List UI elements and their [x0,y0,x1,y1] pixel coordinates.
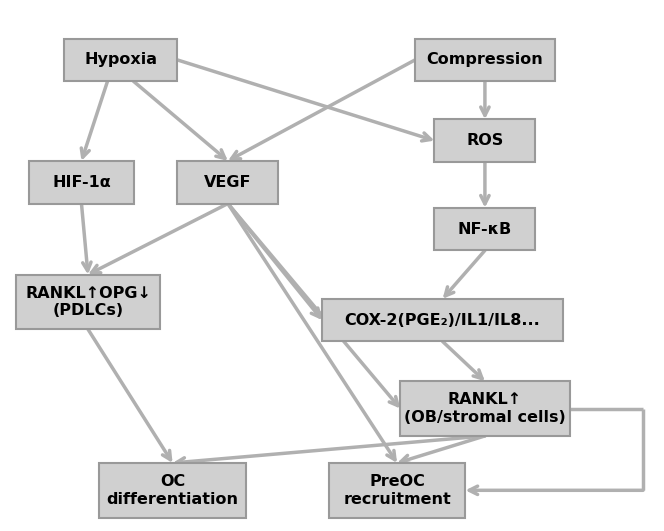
Text: RANKL↑OPG↓
(PDLCs): RANKL↑OPG↓ (PDLCs) [25,286,151,318]
Text: Hypoxia: Hypoxia [84,53,157,67]
Bar [434,208,535,251]
Bar [329,463,465,518]
Text: VEGF: VEGF [204,175,252,190]
Bar [17,275,159,329]
Text: RANKL↑
(OB/stromal cells): RANKL↑ (OB/stromal cells) [404,392,566,425]
Text: OC
differentiation: OC differentiation [107,474,238,507]
Bar [29,161,133,203]
Text: HIF-1α: HIF-1α [52,175,111,190]
Text: Compression: Compression [426,53,543,67]
Bar [434,119,535,162]
Text: PreOC
recruitment: PreOC recruitment [343,474,451,507]
Bar [100,463,246,518]
Text: NF-κB: NF-κB [457,221,512,237]
Text: COX-2(PGE₂)/IL1/IL8...: COX-2(PGE₂)/IL1/IL8... [345,313,540,328]
Bar [415,39,555,81]
Bar [400,381,570,436]
Bar [64,39,177,81]
Bar [322,299,563,341]
Text: ROS: ROS [466,133,503,148]
Bar [177,161,278,203]
